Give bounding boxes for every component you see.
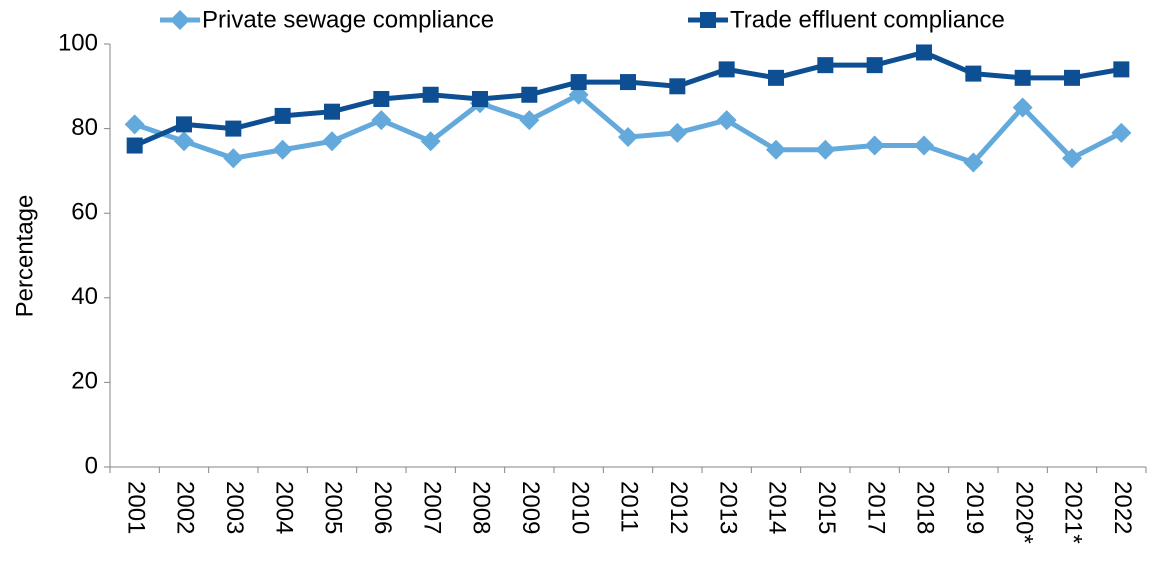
data-point <box>620 74 636 91</box>
data-point <box>1111 122 1132 143</box>
data-point <box>669 78 686 95</box>
x-tick-label: 2011 <box>616 481 643 533</box>
x-tick-label: 2019 <box>961 481 988 534</box>
legend-marker <box>700 12 716 28</box>
y-tick-label: 60 <box>71 199 98 226</box>
x-tick-label: 2012 <box>665 481 692 534</box>
data-point <box>914 135 934 156</box>
x-tick-label: 2007 <box>418 481 445 534</box>
data-point <box>965 65 982 82</box>
data-point <box>324 103 340 120</box>
y-tick-label: 40 <box>71 283 98 310</box>
data-point <box>667 122 688 143</box>
data-point <box>1014 69 1031 86</box>
x-tick-label: 2002 <box>172 481 199 534</box>
x-tick-label: 2017 <box>862 481 889 534</box>
data-point <box>1062 148 1082 169</box>
data-point <box>521 86 538 103</box>
data-point <box>718 61 735 78</box>
data-point <box>371 110 392 131</box>
y-tick-label: 100 <box>58 29 98 56</box>
data-point <box>570 74 587 91</box>
x-tick-label: 2015 <box>813 481 840 534</box>
y-axis-label: Percentage <box>11 195 38 318</box>
data-point <box>716 110 737 131</box>
data-point <box>963 152 984 173</box>
data-point <box>866 57 883 74</box>
x-tick-label: 2013 <box>714 481 741 534</box>
data-point <box>373 90 390 107</box>
x-tick-label: 2001 <box>122 481 149 534</box>
legend-label: Private sewage compliance <box>202 6 494 33</box>
x-tick-label: 2009 <box>517 481 544 534</box>
x-tick-label: 2021* <box>1060 481 1087 544</box>
x-tick-label: 2005 <box>320 481 347 534</box>
data-point <box>1113 61 1130 78</box>
y-tick-label: 80 <box>71 114 98 141</box>
data-point <box>124 114 145 135</box>
data-point <box>272 139 293 160</box>
data-point <box>126 137 143 154</box>
x-tick-label: 2020* <box>1010 481 1037 544</box>
y-tick-label: 20 <box>71 368 98 395</box>
data-point <box>815 139 836 160</box>
data-point <box>274 107 291 124</box>
x-tick-label: 2014 <box>764 481 791 534</box>
data-point <box>916 44 932 61</box>
data-point <box>766 139 786 160</box>
data-point <box>817 57 834 74</box>
legend-marker <box>170 10 190 30</box>
data-point <box>223 148 244 169</box>
data-point <box>174 131 194 152</box>
data-point <box>422 86 439 103</box>
x-tick-label: 2006 <box>369 481 396 534</box>
legend-label: Trade effluent compliance <box>730 6 1005 33</box>
x-tick-label: 2003 <box>221 481 248 534</box>
data-point <box>618 127 638 148</box>
data-point <box>519 110 540 131</box>
data-point <box>1012 97 1033 118</box>
y-tick-label: 0 <box>85 452 98 479</box>
data-point <box>1064 69 1080 86</box>
x-tick-label: 2022 <box>1109 481 1136 534</box>
data-point <box>864 135 885 156</box>
data-point <box>472 90 488 107</box>
x-tick-label: 2004 <box>270 481 297 534</box>
data-point <box>176 116 192 133</box>
x-tick-label: 2018 <box>912 481 939 534</box>
data-point <box>322 131 342 152</box>
data-point <box>420 131 441 152</box>
x-tick-label: 2008 <box>468 481 495 534</box>
x-tick-label: 2010 <box>566 481 593 534</box>
data-point <box>225 120 242 137</box>
data-point <box>768 69 784 86</box>
